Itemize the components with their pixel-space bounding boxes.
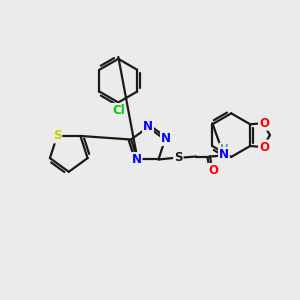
Text: S: S <box>53 130 62 142</box>
Text: N: N <box>131 153 142 166</box>
Text: H: H <box>220 144 228 154</box>
Text: O: O <box>259 140 269 154</box>
Text: Cl: Cl <box>112 104 125 117</box>
Text: O: O <box>208 164 218 177</box>
Text: O: O <box>259 117 269 130</box>
Text: N: N <box>161 132 171 145</box>
Text: N: N <box>143 120 153 133</box>
Text: N: N <box>219 148 229 161</box>
Text: S: S <box>174 151 183 164</box>
